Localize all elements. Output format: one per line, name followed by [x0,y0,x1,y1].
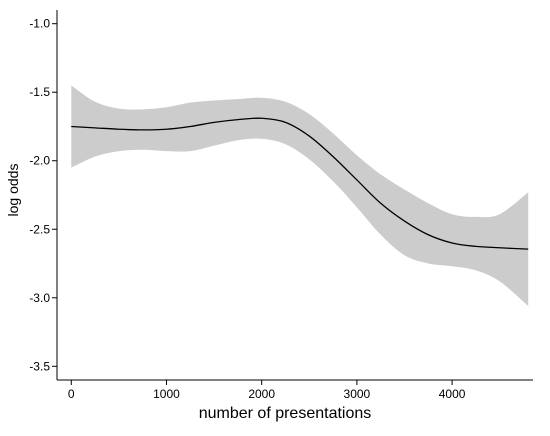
x-tick-label: 4000 [439,387,466,401]
confidence-band-layer [71,85,529,307]
y-axis-title: log odds [5,164,21,217]
x-tick-label: 0 [68,387,75,401]
y-tick-label: -3.5 [29,359,50,373]
y-tick-label: -1.0 [29,17,50,31]
x-axis-ticks: 0 1000 2000 3000 4000 [68,380,466,401]
y-tick-label: -2.5 [29,222,50,236]
confidence-band [71,85,529,307]
x-tick-label: 1000 [153,387,180,401]
y-tick-label: -3.0 [29,291,50,305]
x-axis-title: number of presentations [199,405,372,422]
x-tick-label: 2000 [248,387,275,401]
y-tick-label: -2.0 [29,154,50,168]
y-axis-ticks: -1.0 -1.5 -2.0 -2.5 -3.0 -3.5 [29,17,57,373]
x-tick-label: 3000 [344,387,371,401]
fit-line-layer [71,117,529,250]
y-tick-label: -1.5 [29,85,50,99]
fit-line [71,117,529,250]
